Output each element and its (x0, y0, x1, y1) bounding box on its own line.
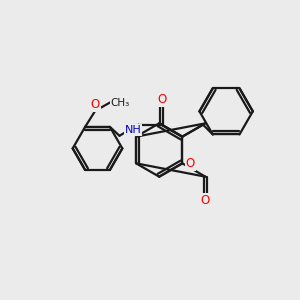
Text: O: O (91, 98, 100, 111)
Text: CH₃: CH₃ (110, 98, 130, 107)
Text: NH: NH (125, 125, 141, 135)
Text: O: O (157, 93, 166, 106)
Text: O: O (185, 157, 195, 170)
Text: O: O (201, 194, 210, 207)
